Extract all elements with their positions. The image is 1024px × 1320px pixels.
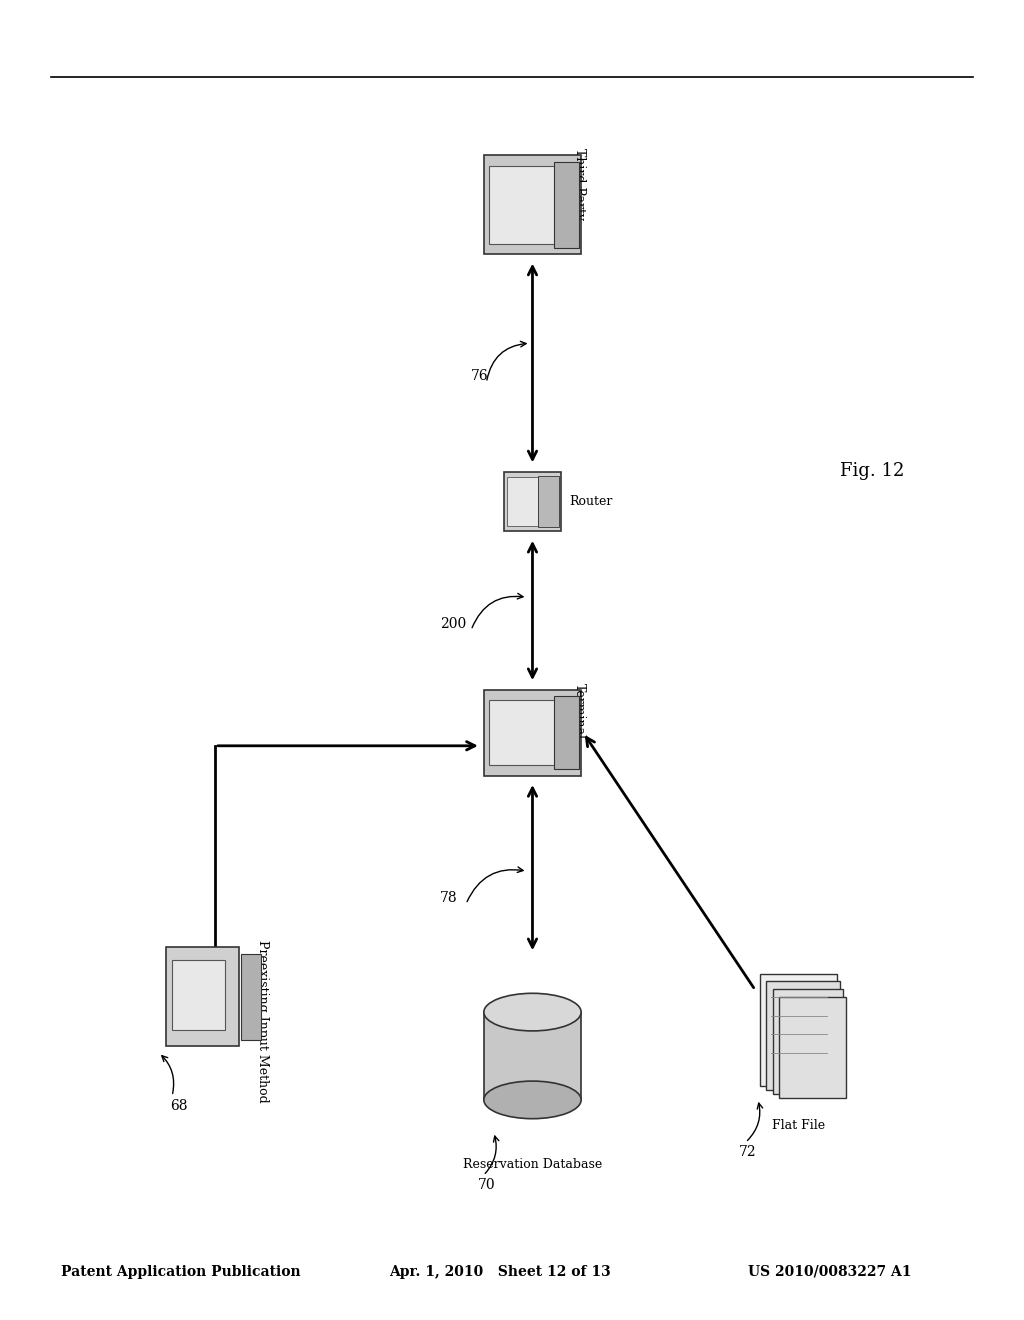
FancyBboxPatch shape [504,471,561,531]
Text: Router: Router [569,495,612,508]
FancyBboxPatch shape [539,475,559,527]
FancyBboxPatch shape [508,478,539,525]
FancyBboxPatch shape [554,697,580,770]
FancyBboxPatch shape [773,990,844,1094]
FancyBboxPatch shape [484,689,582,776]
FancyBboxPatch shape [766,982,840,1090]
Text: Reservation Database: Reservation Database [463,1159,602,1171]
FancyBboxPatch shape [554,162,580,248]
Text: 200: 200 [440,616,467,631]
Text: 76: 76 [471,370,488,383]
Text: 70: 70 [477,1179,496,1192]
Ellipse shape [484,1081,582,1119]
FancyBboxPatch shape [489,701,555,766]
Text: Flat File: Flat File [772,1119,825,1131]
Text: Fig. 12: Fig. 12 [840,462,904,480]
Text: 78: 78 [440,891,458,904]
Text: Third Party: Third Party [573,149,586,220]
Text: 72: 72 [738,1146,757,1159]
Text: Preexisting Input Method: Preexisting Input Method [256,940,268,1104]
FancyBboxPatch shape [484,154,582,253]
Bar [171,961,225,1030]
FancyBboxPatch shape [779,998,846,1098]
Text: Terminal: Terminal [573,684,586,739]
Bar [484,1012,582,1100]
Bar [242,953,261,1040]
Text: 68: 68 [170,1098,188,1113]
Text: Apr. 1, 2010   Sheet 12 of 13: Apr. 1, 2010 Sheet 12 of 13 [389,1265,611,1279]
Ellipse shape [484,993,582,1031]
FancyBboxPatch shape [760,974,838,1085]
Text: US 2010/0083227 A1: US 2010/0083227 A1 [748,1265,911,1279]
Text: Patent Application Publication: Patent Application Publication [61,1265,301,1279]
Bar [166,948,240,1045]
FancyBboxPatch shape [489,166,555,243]
